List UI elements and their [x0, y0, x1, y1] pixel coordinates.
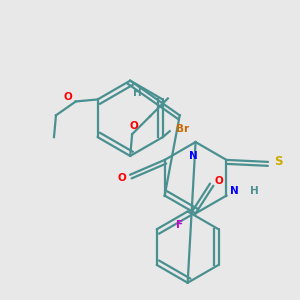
Text: O: O	[64, 92, 72, 101]
Text: H: H	[250, 186, 259, 196]
Text: O: O	[130, 121, 139, 131]
Text: N: N	[230, 186, 239, 196]
Text: H: H	[133, 88, 142, 98]
Text: Br: Br	[176, 124, 189, 134]
Text: O: O	[215, 176, 224, 186]
Text: F: F	[176, 220, 183, 230]
Text: O: O	[118, 173, 127, 183]
Text: N: N	[189, 151, 198, 161]
Text: S: S	[274, 155, 282, 168]
